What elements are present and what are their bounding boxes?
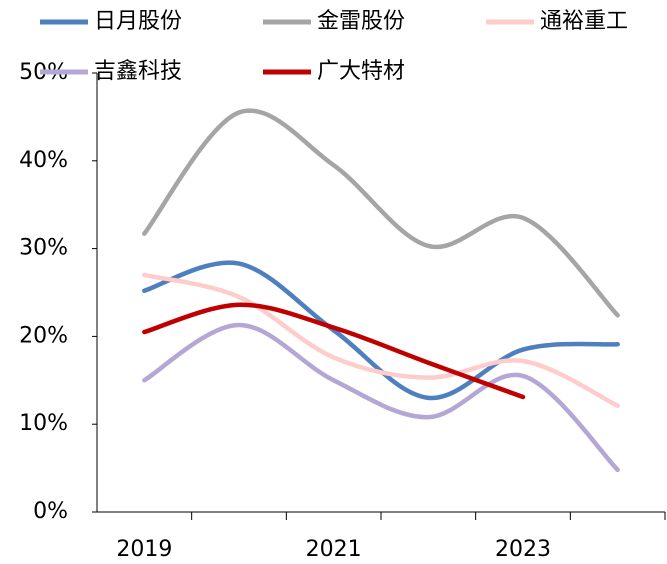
series-line: [142, 322, 620, 473]
x-tick-label: 2019: [116, 537, 172, 562]
series-line: [142, 260, 620, 401]
y-tick-label: 20%: [19, 323, 68, 348]
x-tick-label: 2021: [306, 537, 362, 562]
y-tick-label: 0%: [33, 499, 68, 524]
x-tick-label: 2023: [495, 537, 551, 562]
legend-label: 日月股份: [94, 9, 182, 34]
legend-label: 广大特材: [317, 59, 405, 84]
legend-label: 通裕重工: [540, 9, 628, 34]
series-line: [142, 302, 526, 400]
y-tick-label: 40%: [19, 148, 68, 173]
series-line: [142, 272, 620, 409]
legend-label: 吉鑫科技: [94, 59, 182, 84]
y-tick-label: 10%: [19, 411, 68, 436]
y-tick-label: 30%: [19, 236, 68, 261]
series-line: [142, 108, 620, 318]
legend-label: 金雷股份: [317, 9, 405, 34]
